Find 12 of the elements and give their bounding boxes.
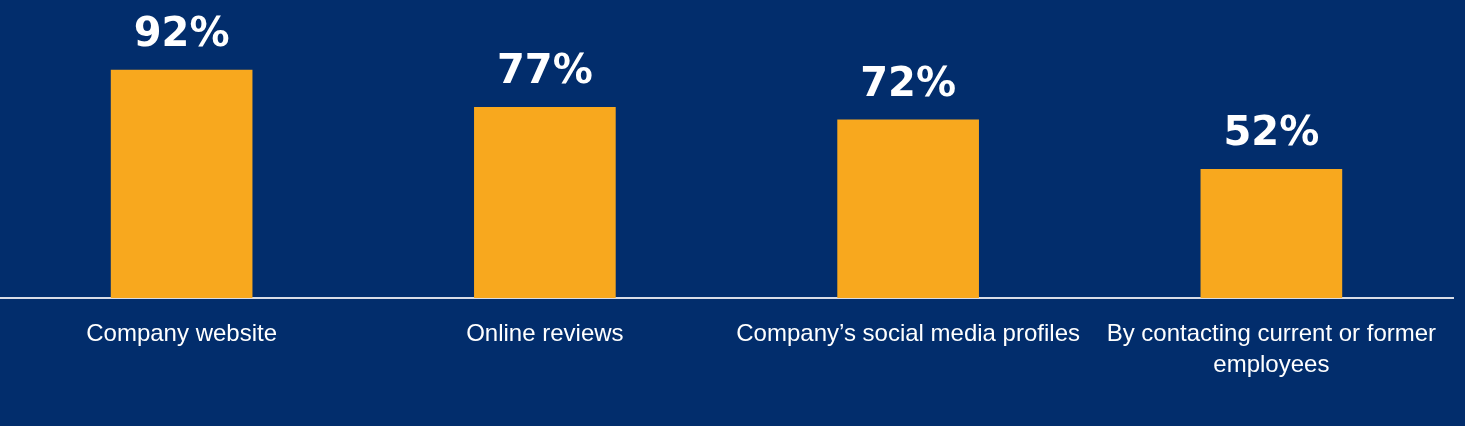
bar: [110, 69, 253, 298]
x-tick-label: Company’s social media profiles: [736, 318, 1080, 346]
x-tick-label: Online reviews: [466, 318, 624, 346]
bar: [1200, 169, 1343, 298]
data-label: 77%: [497, 46, 593, 93]
bar: [474, 107, 616, 298]
data-label: 92%: [133, 9, 230, 56]
x-tick-label: Company website: [86, 318, 278, 346]
data-label: 72%: [860, 58, 956, 105]
bar: [837, 119, 979, 298]
data-label: 52%: [1223, 108, 1320, 155]
x-tick-label: By contacting current or former employees: [1106, 318, 1437, 377]
